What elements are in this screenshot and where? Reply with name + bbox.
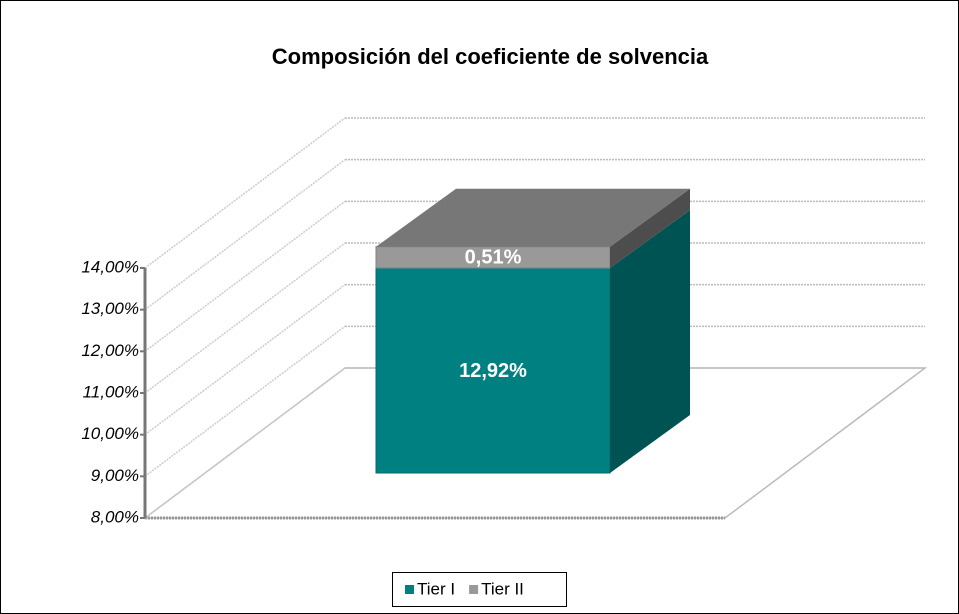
side-grid-line [144,325,346,477]
y-tick-label: 10,00% [81,424,139,443]
y-tick-label: 12,00% [81,341,139,360]
y-tick-label: 13,00% [81,299,139,318]
legend-label: Tier I [417,579,455,598]
y-tick-label: 14,00% [81,257,139,276]
data-label: 12,92% [459,360,527,382]
y-tick-label: 8,00% [91,507,139,526]
side-grid-line [144,200,346,352]
chart-title: Composición del coeficiente de solvencia [272,44,709,69]
side-grid-line [144,242,346,394]
bar-segment [375,267,611,474]
bar-side [610,188,690,268]
legend-box [392,572,567,607]
bar-side [610,210,690,473]
side-grid-line [144,367,346,519]
side-grid-line [144,159,346,311]
side-grid-line [144,117,346,269]
legend-swatch [469,585,479,594]
legend-label: Tier II [481,579,524,598]
y-tick-label: 11,00% [83,382,139,401]
bar-top [376,188,690,247]
legend-swatch [405,585,414,594]
legend: Tier I Tier II [392,572,567,607]
data-label: 0,51% [465,247,522,269]
side-grid-line [144,284,346,436]
y-tick-label: 9,00% [91,466,139,485]
